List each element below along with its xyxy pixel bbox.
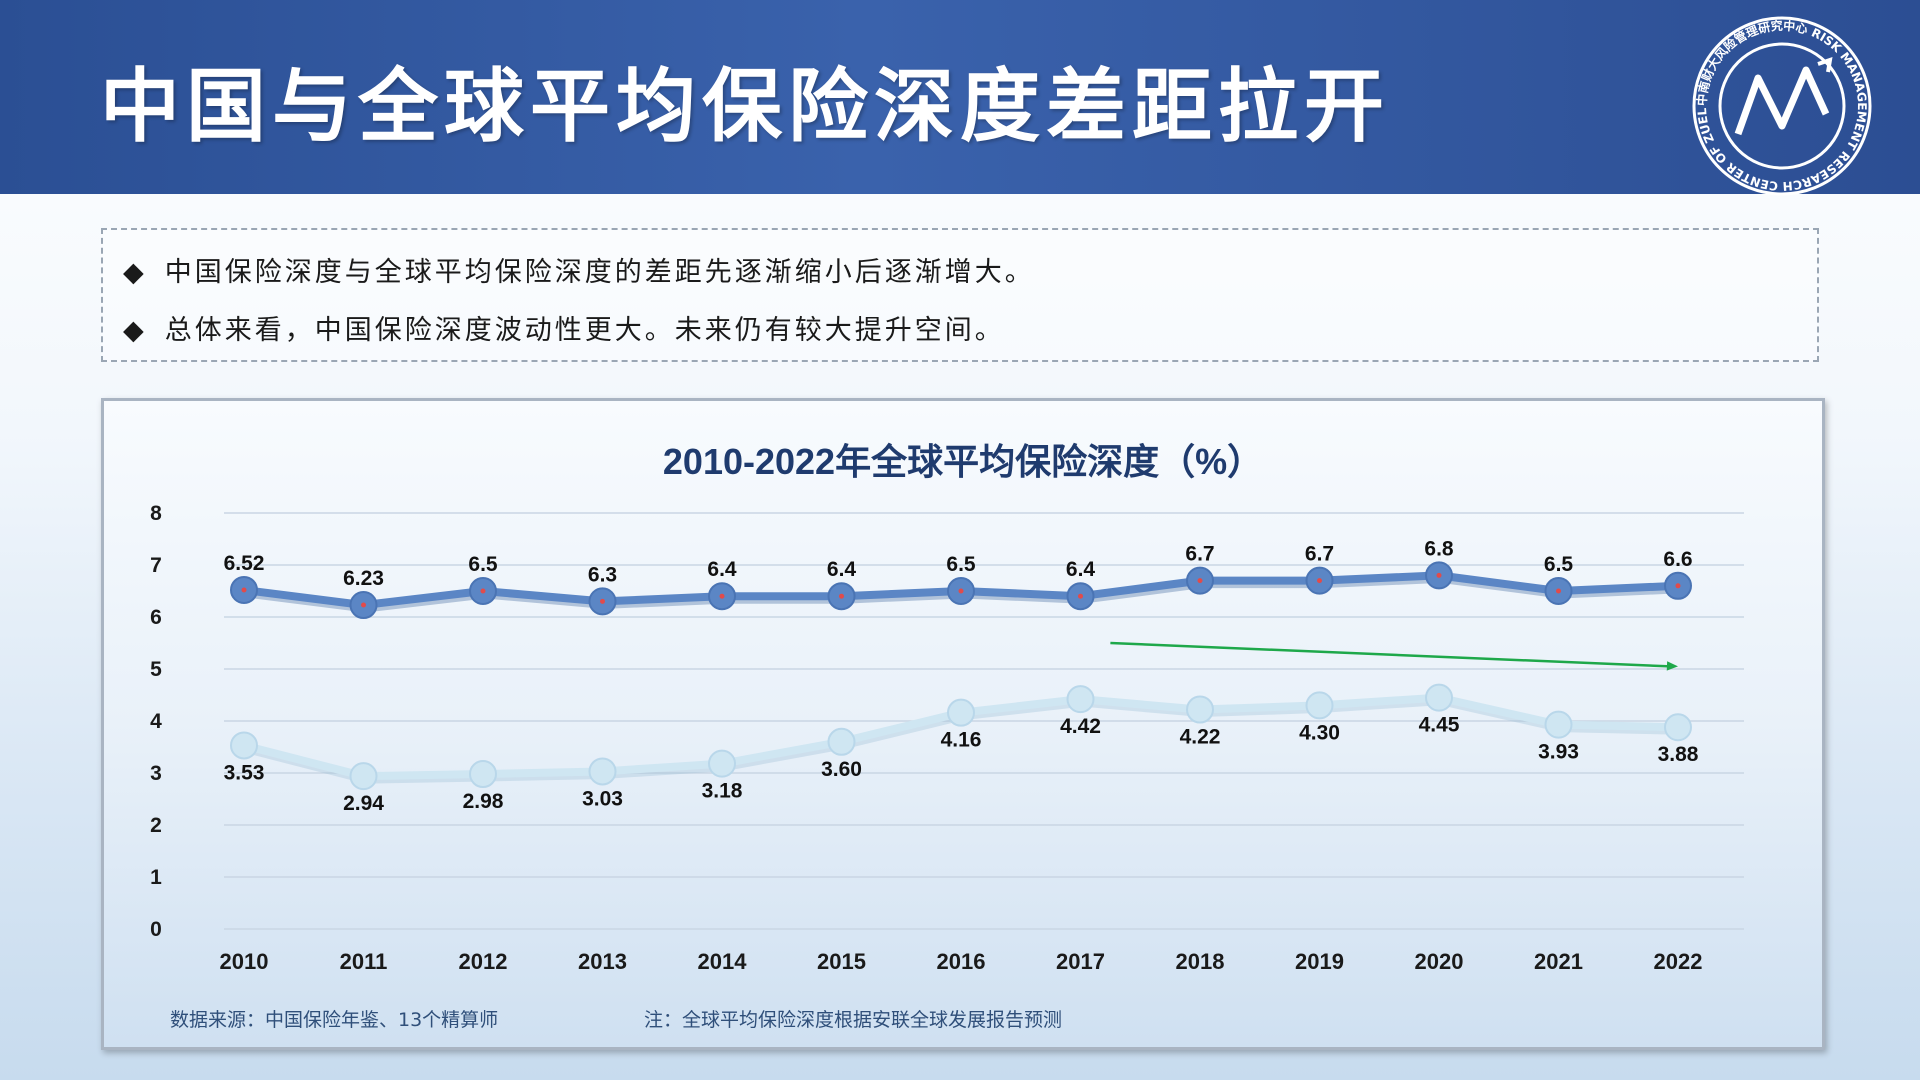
x-tick-label: 2020 bbox=[1415, 949, 1464, 974]
data-point bbox=[947, 698, 975, 727]
page-title: 中国与全球平均保险深度差距拉开 bbox=[100, 60, 1390, 153]
data-label: 6.4 bbox=[1066, 558, 1096, 581]
data-label: 6.7 bbox=[1185, 543, 1214, 566]
data-point-center bbox=[1556, 588, 1561, 594]
data-label: 6.5 bbox=[946, 553, 976, 576]
data-point bbox=[1305, 691, 1334, 720]
note-text: 总体来看，中国保险深度波动性更大。未来仍有较大提升空间。 bbox=[164, 315, 1005, 346]
data-point-center bbox=[1317, 578, 1322, 584]
data-point bbox=[708, 749, 736, 778]
data-point bbox=[1664, 713, 1692, 742]
data-label: 6.52 bbox=[224, 552, 265, 575]
data-label: 3.88 bbox=[1658, 743, 1699, 766]
data-point bbox=[1544, 710, 1573, 739]
x-tick-label: 2018 bbox=[1176, 949, 1225, 974]
data-point-center bbox=[1675, 583, 1681, 589]
note-footnote: 注：全球平均保险深度根据安联全球发展报告预测 bbox=[644, 1009, 1063, 1031]
data-label: 2.94 bbox=[343, 792, 384, 815]
data-label: 6.8 bbox=[1424, 537, 1454, 560]
y-tick-label: 7 bbox=[150, 554, 162, 577]
y-tick-label: 4 bbox=[150, 710, 162, 733]
data-label: 4.42 bbox=[1060, 715, 1101, 738]
data-label: 3.60 bbox=[821, 758, 862, 781]
data-point-center bbox=[600, 598, 605, 604]
bullet-diamond-icon: ◆ bbox=[123, 315, 147, 346]
data-label: 3.18 bbox=[702, 780, 743, 803]
data-label: 2.98 bbox=[463, 790, 504, 813]
header-banner: 中国与全球平均保险深度差距拉开 中南财大风险管理研究中心 RISK MANAGE… bbox=[0, 0, 1920, 196]
x-tick-label: 2022 bbox=[1654, 949, 1703, 974]
data-point bbox=[1066, 685, 1095, 714]
x-tick-label: 2012 bbox=[459, 949, 508, 974]
x-tick-label: 2017 bbox=[1056, 949, 1105, 974]
x-tick-label: 2021 bbox=[1534, 949, 1583, 974]
data-label: 6.5 bbox=[1544, 553, 1574, 576]
line-chart: 0 1 2 3 4 5 6 7 8 2010 2011 2012 2013 2014 2015 2016 201… bbox=[150, 502, 1744, 974]
data-label: 3.53 bbox=[224, 761, 265, 784]
y-tick-label: 1 bbox=[150, 866, 162, 889]
y-tick-label: 2 bbox=[150, 814, 162, 837]
data-source-footnote: 数据来源：中国保险年鉴、13个精算师 bbox=[170, 1009, 499, 1031]
data-point bbox=[1425, 683, 1453, 712]
y-tick-label: 8 bbox=[150, 502, 162, 525]
y-tick-label: 5 bbox=[150, 658, 162, 681]
data-point-center bbox=[958, 588, 964, 594]
x-tick-label: 2010 bbox=[220, 949, 269, 974]
data-point-center bbox=[839, 593, 844, 599]
data-point-center bbox=[1197, 578, 1203, 584]
data-point bbox=[230, 731, 258, 760]
data-label: 6.4 bbox=[707, 558, 737, 581]
x-tick-label: 2019 bbox=[1295, 949, 1344, 974]
y-tick-label: 0 bbox=[150, 918, 162, 941]
y-tick-label: 6 bbox=[150, 606, 162, 629]
data-label: 4.22 bbox=[1180, 726, 1221, 749]
notes-box: ◆ 中国保险深度与全球平均保险深度的差距先逐渐缩小后逐渐增大。 ◆ 总体来看，中国保… bbox=[101, 228, 1819, 362]
note-item: ◆ 中国保险深度与全球平均保险深度的差距先逐渐缩小后逐渐增大。 bbox=[123, 250, 1035, 289]
chart-panel: 2010-2022年全球平均保险深度（%） 0 1 2 3 4 5 6 7 8 2010 2011 2… bbox=[101, 398, 1825, 1050]
data-label: 6.23 bbox=[343, 567, 384, 590]
note-text: 中国保险深度与全球平均保险深度的差距先逐渐缩小后逐渐增大。 bbox=[164, 257, 1035, 288]
data-point-center bbox=[241, 587, 247, 593]
data-point bbox=[827, 727, 856, 756]
data-label: 6.6 bbox=[1663, 548, 1692, 571]
note-item: ◆ 总体来看，中国保险深度波动性更大。未来仍有较大提升空间。 bbox=[123, 308, 1005, 347]
research-center-logo: 中南财大风险管理研究中心 RISK MANAGEMENT RESEARCH CE… bbox=[1692, 16, 1872, 196]
data-label: 6.4 bbox=[827, 558, 857, 581]
bullet-diamond-icon: ◆ bbox=[123, 257, 147, 288]
chart-title: 2010-2022年全球平均保险深度（%） bbox=[662, 441, 1264, 482]
x-tick-label: 2016 bbox=[937, 949, 986, 974]
data-point-center bbox=[480, 588, 486, 594]
x-tick-label: 2014 bbox=[698, 949, 748, 974]
data-label: 4.45 bbox=[1419, 714, 1460, 737]
data-label: 6.7 bbox=[1305, 543, 1334, 566]
data-point-center bbox=[361, 602, 366, 608]
data-point bbox=[469, 760, 497, 789]
data-point bbox=[349, 762, 378, 791]
data-label: 4.16 bbox=[941, 729, 982, 752]
y-tick-label: 3 bbox=[150, 762, 162, 785]
x-tick-label: 2013 bbox=[578, 949, 627, 974]
trend-arrow-head-icon bbox=[1666, 661, 1678, 671]
data-label: 3.93 bbox=[1538, 741, 1579, 764]
data-point bbox=[588, 757, 617, 786]
data-label: 4.30 bbox=[1299, 721, 1340, 744]
data-label: 3.03 bbox=[582, 787, 623, 810]
trend-arrow-line bbox=[1110, 641, 1671, 668]
x-tick-label: 2015 bbox=[817, 949, 866, 974]
data-label: 6.3 bbox=[588, 563, 617, 586]
x-tick-label: 2011 bbox=[340, 949, 388, 974]
data-point-center bbox=[719, 593, 725, 599]
data-point bbox=[1186, 695, 1214, 724]
data-point-center bbox=[1436, 572, 1442, 578]
data-label: 6.5 bbox=[468, 553, 498, 576]
data-point-center bbox=[1078, 593, 1083, 599]
